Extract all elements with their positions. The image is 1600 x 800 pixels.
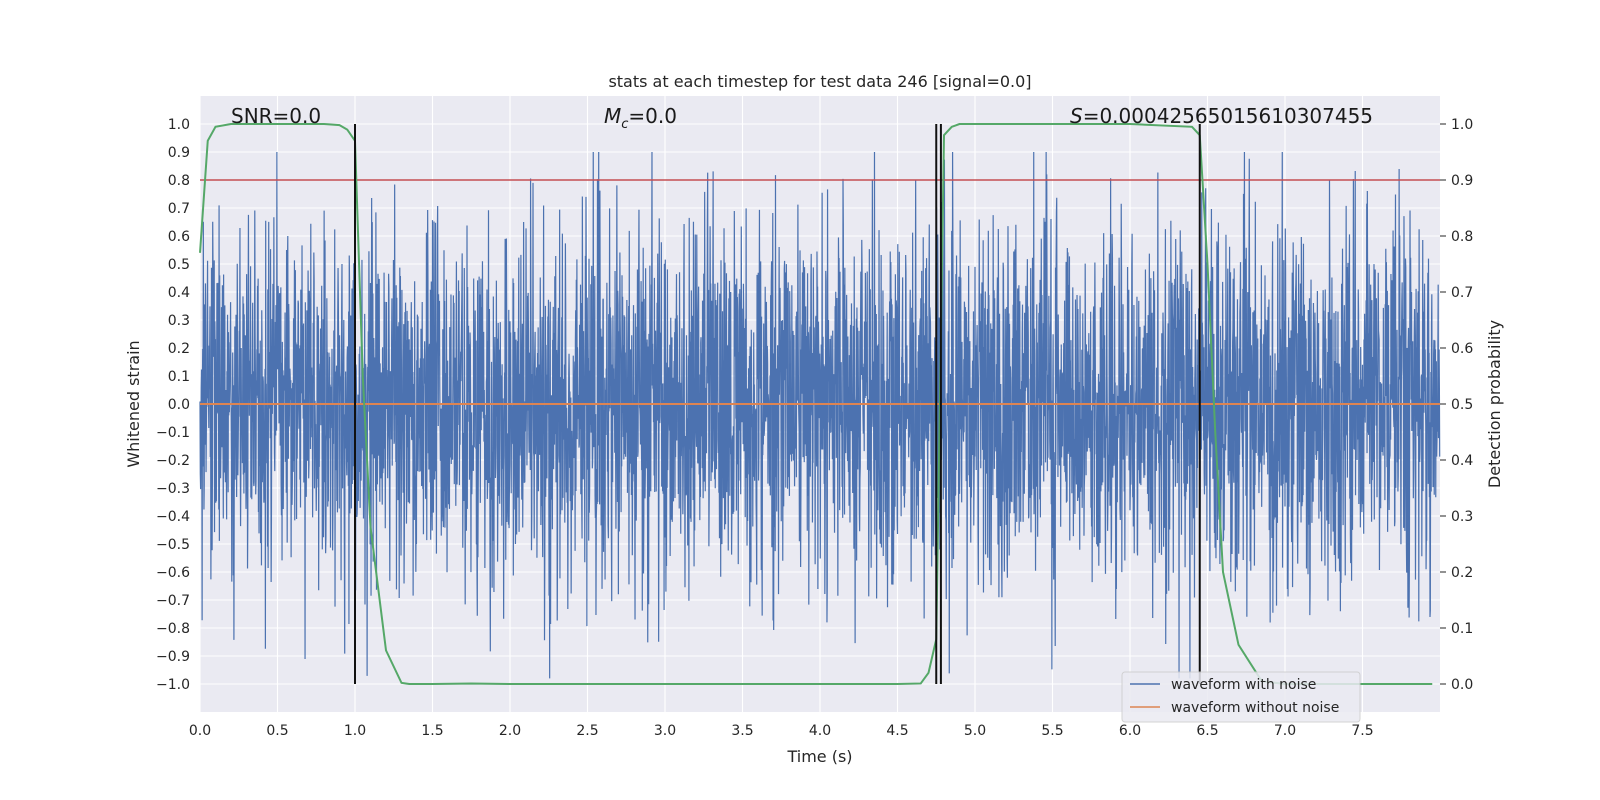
x-tick-label: 4.0 [809, 723, 831, 739]
y-tick-label: 0.0 [168, 397, 190, 413]
detection-probability-line [199, 123, 1433, 685]
x-tick-label: 5.0 [964, 723, 986, 739]
s-symbol: S [1070, 104, 1083, 128]
legend-label-noise: waveform with noise [1171, 677, 1316, 693]
x-tick-label: 0.5 [266, 723, 288, 739]
x-tick-label: 1.0 [344, 723, 366, 739]
chirp-mass-symbol: M [604, 104, 621, 128]
y-tick-label: −0.1 [156, 425, 190, 441]
s-value: =0.00042565015610307455 [1083, 104, 1373, 128]
y-tick-label: 1.0 [168, 117, 190, 133]
chirp-mass-subscript: c [621, 117, 628, 132]
y-tick-label: 0.5 [168, 257, 190, 273]
x-tick-label: 1.5 [421, 723, 443, 739]
y2-tick-label: 0.8 [1451, 229, 1473, 245]
y2-axis-label: Detection probability [1485, 320, 1504, 488]
y-tick-label: −0.9 [156, 649, 190, 665]
x-tick-label: 2.0 [499, 723, 521, 739]
x-tick-label: 3.5 [731, 723, 753, 739]
s-annotation: S=0.00042565015610307455 [1070, 104, 1373, 128]
y-tick-label: −0.6 [156, 565, 190, 581]
y2-tick-label: 0.2 [1451, 565, 1473, 581]
y-tick-label: −0.2 [156, 453, 190, 469]
snr-annotation: SNR=0.0 [231, 104, 321, 128]
chirp-mass-annotation: Mc=0.0 [604, 104, 677, 132]
x-tick-label: 5.5 [1041, 723, 1063, 739]
x-tick-label: 4.5 [886, 723, 908, 739]
y-tick-label: −0.3 [156, 481, 190, 497]
y-tick-label: 0.2 [168, 341, 190, 357]
data-layer [199, 123, 1441, 685]
y-tick-label: 0.3 [168, 313, 190, 329]
legend-label-clean: waveform without noise [1171, 700, 1339, 716]
y-tick-label: 0.6 [168, 229, 190, 245]
y-tick-label: −0.4 [156, 509, 190, 525]
x-tick-label: 7.0 [1274, 723, 1296, 739]
chart-title: stats at each timestep for test data 246… [608, 72, 1031, 91]
x-tick-label: 7.5 [1351, 723, 1373, 739]
y-axis-label: Whitened strain [124, 340, 143, 467]
axes-layer: 1.0 0.9 0.8 0.7 0.6 0.5 0.4 0.3 0.2 0.1 0.0 −0.1 −0.… [156, 117, 1473, 739]
legend-box [1121, 671, 1361, 723]
noisy-waveform-line [199, 151, 1441, 679]
y-tick-label: 0.9 [168, 145, 190, 161]
y-tick-label: 0.7 [168, 201, 190, 217]
y-tick-label: −0.8 [156, 621, 190, 637]
x-tick-label: 2.5 [576, 723, 598, 739]
y2-tick-label: 0.3 [1451, 509, 1473, 525]
y2-tick-label: 0.4 [1451, 453, 1473, 469]
y2-tick-label: 0.0 [1451, 677, 1473, 693]
y2-tick-label: 0.5 [1451, 397, 1473, 413]
x-tick-label: 3.0 [654, 723, 676, 739]
legend: waveform with noise waveform without noi… [1121, 671, 1361, 723]
x-axis-label: Time (s) [786, 747, 852, 766]
y-tick-label: −1.0 [156, 677, 190, 693]
y-tick-label: 0.8 [168, 173, 190, 189]
chirp-mass-value: =0.0 [628, 104, 677, 128]
y2-tick-label: 0.9 [1451, 173, 1473, 189]
y-tick-label: −0.7 [156, 593, 190, 609]
y-tick-label: 0.1 [168, 369, 190, 385]
x-tick-label: 6.5 [1196, 723, 1218, 739]
x-tick-label: 0.0 [189, 723, 211, 739]
y-tick-label: −0.5 [156, 537, 190, 553]
x-tick-label: 6.0 [1119, 723, 1141, 739]
y2-tick-label: 0.6 [1451, 341, 1473, 357]
y2-tick-label: 0.1 [1451, 621, 1473, 637]
y-tick-label: 0.4 [168, 285, 190, 301]
y2-tick-label: 0.7 [1451, 285, 1473, 301]
y2-tick-label: 1.0 [1451, 117, 1473, 133]
